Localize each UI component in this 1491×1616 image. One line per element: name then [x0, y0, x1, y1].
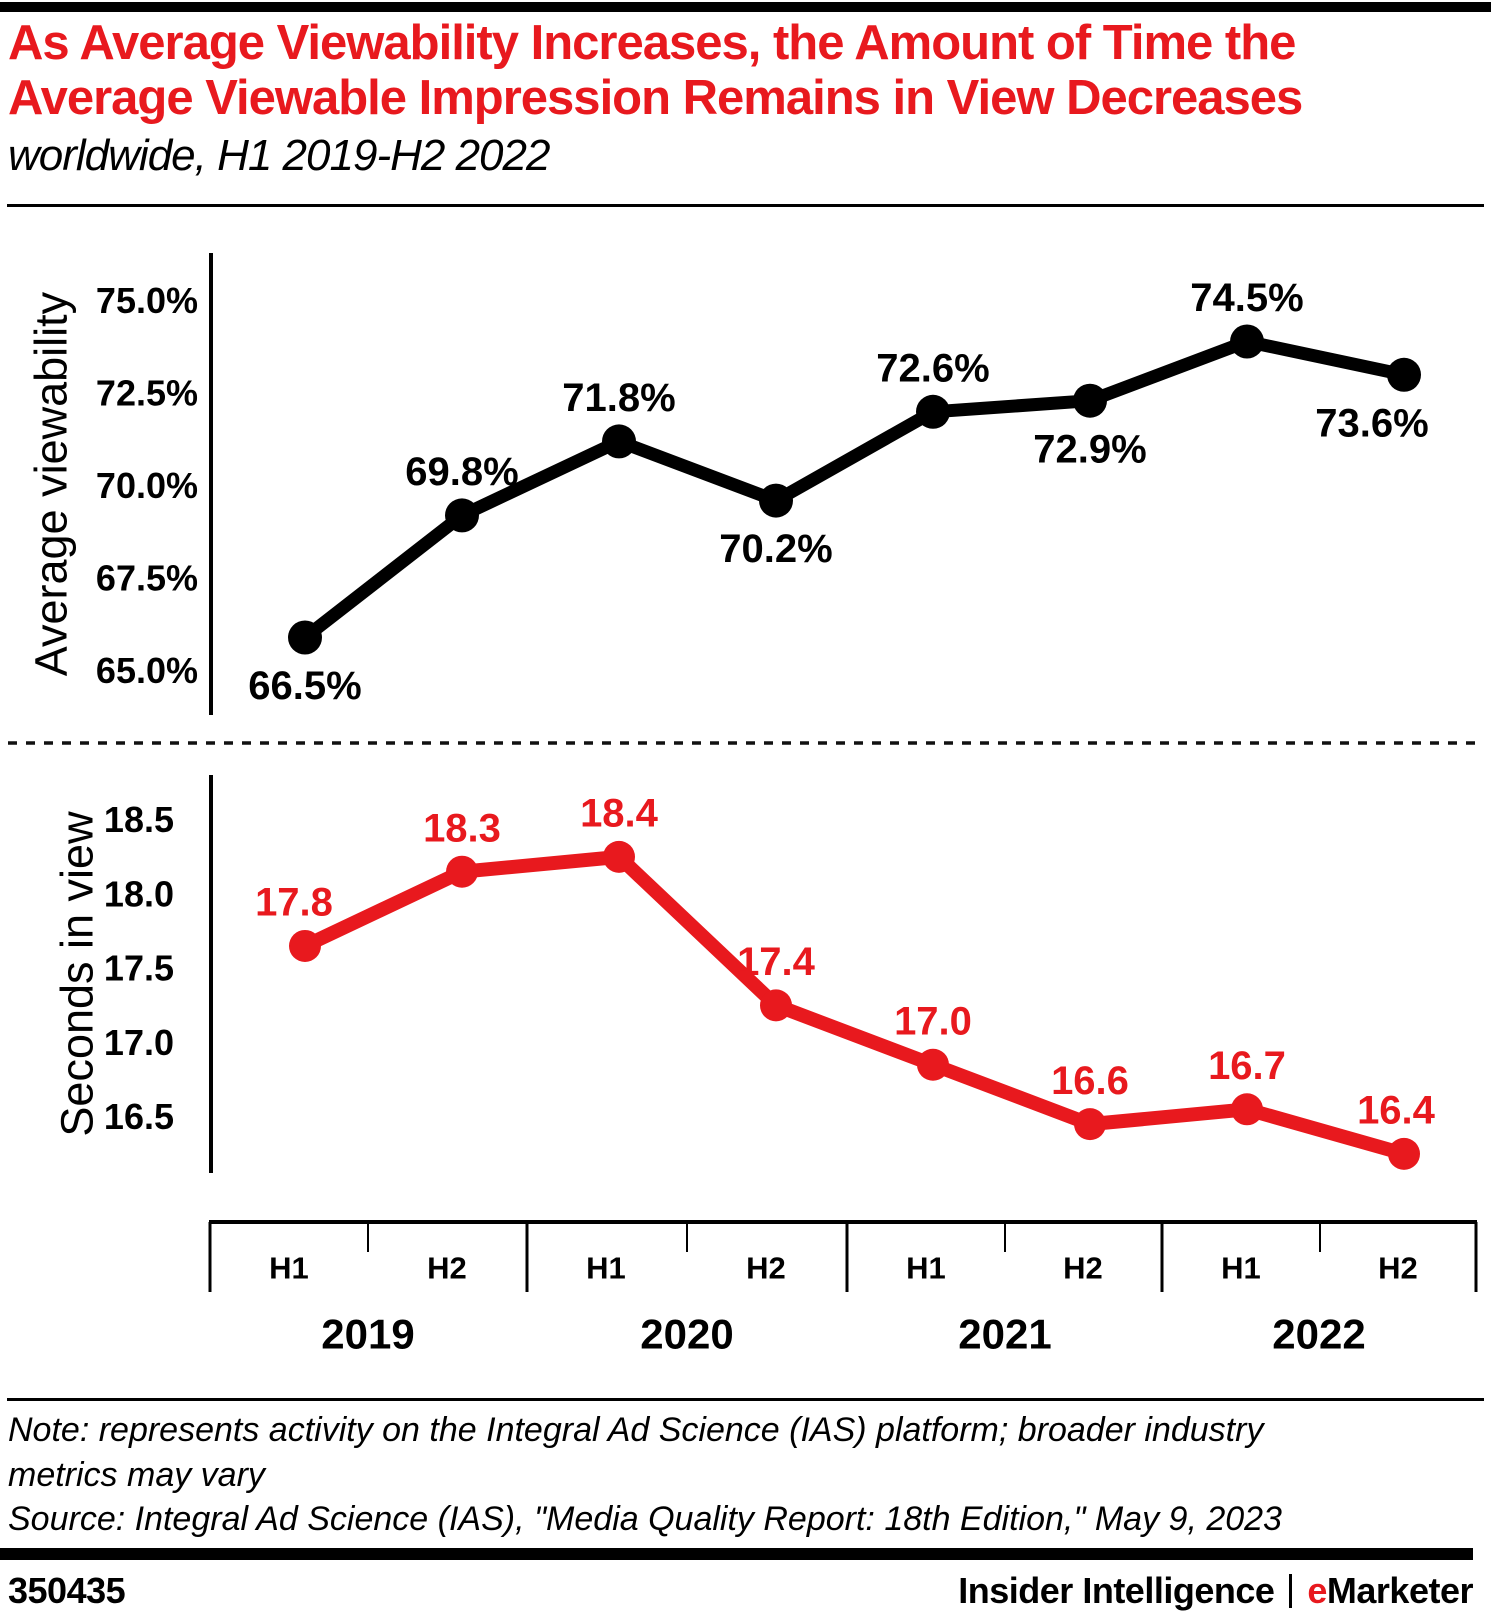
data-point-label: 74.5%: [1190, 276, 1303, 320]
data-point-label: 72.9%: [1033, 427, 1146, 471]
chart-title: As Average Viewability Increases, the Am…: [8, 16, 1303, 125]
data-point: [759, 483, 793, 518]
y-tick-label: 70.0%: [96, 465, 198, 506]
data-point: [916, 394, 950, 429]
data-point-label: 72.6%: [876, 346, 989, 390]
series-line: [298, 335, 1411, 644]
y-tick-label: 65.0%: [96, 650, 198, 691]
x-tick-label-half: H2: [746, 1251, 786, 1286]
brand-divider-bar: [1289, 1574, 1293, 1608]
y-tick-label: 18.5: [104, 799, 174, 840]
brand-emarketer: eMarketer: [1307, 1570, 1473, 1612]
data-point-label: 16.6: [1051, 1059, 1129, 1103]
y-tick-label: 18.0: [104, 873, 174, 914]
data-point-label: 70.2%: [719, 527, 832, 571]
x-tick-label-year: 2021: [958, 1310, 1051, 1357]
chart-subtitle: worldwide, H1 2019-H2 2022: [8, 131, 550, 180]
data-point: [917, 1048, 949, 1081]
data-point: [602, 424, 636, 459]
chart-id: 350435: [8, 1570, 126, 1611]
data-point-label: 17.4: [737, 940, 816, 984]
x-tick-label-half: H1: [269, 1251, 309, 1286]
y-axis-title: Average viewability: [25, 291, 76, 676]
data-point: [289, 929, 321, 962]
data-point: [1231, 1093, 1263, 1126]
y-tick-label: 67.5%: [96, 558, 198, 599]
x-tick-label-half: H1: [906, 1251, 946, 1286]
x-tick-label-half: H2: [1063, 1251, 1103, 1286]
brand-emarketer-e: e: [1307, 1570, 1327, 1611]
note-text: Note: represents activity on the Integra…: [8, 1411, 1264, 1494]
y-tick-label: 75.0%: [96, 280, 198, 321]
x-tick-label-year: 2020: [640, 1310, 733, 1357]
footer: 350435 Insider Intelligence eMarketer: [8, 1570, 1474, 1612]
header-divider-line: [7, 204, 1484, 207]
x-tick-label-half: H1: [1221, 1251, 1261, 1286]
x-tick-label-half: H1: [586, 1251, 626, 1286]
y-tick-label: 16.5: [104, 1096, 174, 1137]
data-point-label: 16.7: [1208, 1044, 1286, 1088]
data-point: [1073, 383, 1107, 418]
data-point-label: 66.5%: [248, 664, 361, 708]
data-point-label: 18.3: [423, 806, 501, 850]
data-point: [1388, 1137, 1420, 1170]
brand-emarketer-rest: Marketer: [1326, 1570, 1474, 1611]
x-tick-label-half: H2: [1378, 1251, 1418, 1286]
data-point-label: 17.8: [255, 881, 333, 925]
data-point: [1387, 357, 1421, 392]
data-point-label: 73.6%: [1315, 401, 1428, 445]
data-point: [445, 498, 479, 533]
y-axis-title: Seconds in view: [51, 811, 102, 1137]
y-tick-label: 72.5%: [96, 373, 198, 414]
x-tick-label-year: 2019: [321, 1310, 414, 1357]
series-line: [298, 849, 1411, 1161]
data-point-label: 16.4: [1357, 1088, 1436, 1132]
data-point: [760, 989, 792, 1022]
source-text: Source: Integral Ad Science (IAS), "Medi…: [8, 1500, 1282, 1538]
data-point-label: 71.8%: [562, 376, 675, 420]
footnote-divider-line: [7, 1398, 1484, 1401]
x-tick-label-half: H2: [427, 1251, 467, 1286]
footer-black-bar: [0, 1548, 1473, 1560]
brand-insider-intelligence: Insider Intelligence: [958, 1570, 1275, 1611]
data-point-label: 17.0: [894, 999, 972, 1043]
data-point-label: 18.4: [580, 791, 659, 835]
data-point: [1230, 324, 1264, 359]
data-point-label: 69.8%: [405, 450, 518, 494]
top-black-bar: [0, 2, 1491, 12]
brand-lockup: Insider Intelligence eMarketer: [958, 1570, 1473, 1612]
data-point: [1074, 1108, 1106, 1141]
data-point: [446, 855, 478, 888]
data-point: [603, 840, 635, 873]
x-tick-label-year: 2022: [1272, 1310, 1365, 1357]
data-point: [288, 620, 322, 655]
y-tick-label: 17.5: [104, 948, 174, 989]
y-tick-label: 17.0: [104, 1022, 174, 1063]
